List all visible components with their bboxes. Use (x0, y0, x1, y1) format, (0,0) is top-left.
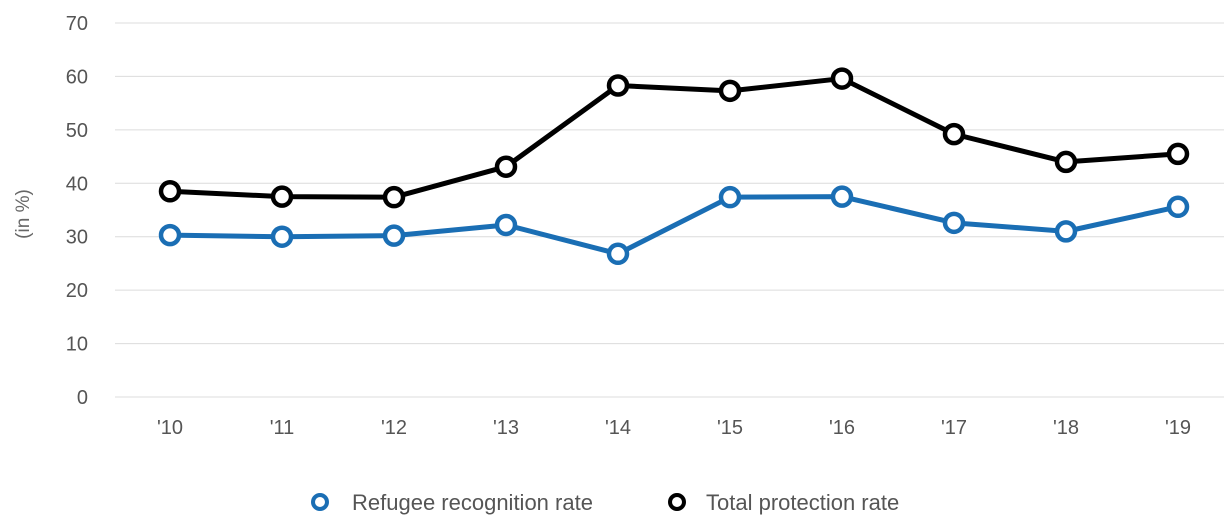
series-line-refugee-recognition-rate (167, 194, 1181, 257)
data-point (942, 211, 966, 235)
y-axis-ticks: 0 10 20 30 40 50 60 70 (66, 13, 88, 409)
data-point (494, 155, 518, 178)
data-point (718, 185, 742, 209)
legend-item-total-protection-rate: Total protection rate (668, 490, 899, 515)
legend-label-refugee-recognition-rate: Refugee recognition rate (352, 490, 593, 515)
x-tick-label: '19 (1165, 417, 1191, 439)
legend-marker-refugee-recognition-rate (311, 493, 329, 511)
data-point (830, 67, 854, 90)
y-tick-label: 40 (66, 173, 88, 195)
x-tick-label: '13 (493, 417, 519, 439)
data-point (494, 213, 518, 237)
data-point (1166, 195, 1190, 219)
y-tick-label: 50 (66, 120, 88, 142)
y-tick-label: 60 (66, 66, 88, 88)
data-point (606, 74, 630, 97)
series-line-total-protection-rate (167, 76, 1181, 200)
x-tick-label: '10 (157, 417, 183, 439)
x-tick-label: '11 (270, 417, 295, 439)
y-tick-label: 30 (66, 227, 88, 249)
data-point (382, 185, 406, 209)
y-tick-label: 20 (66, 280, 88, 302)
legend: Refugee recognition rate Total protectio… (311, 490, 899, 515)
y-tick-label: 0 (77, 387, 88, 409)
x-axis-ticks: '10 '11 '12 '13 '14 '15 '16 '17 '18 '19 (157, 417, 1191, 439)
data-point (382, 224, 406, 247)
gridlines (115, 22, 1224, 398)
x-tick-label: '12 (381, 417, 407, 439)
y-tick-label: 70 (66, 13, 88, 35)
legend-marker-total-protection-rate (668, 493, 686, 511)
data-point (942, 122, 966, 146)
data-point (270, 185, 294, 208)
data-point (1054, 220, 1078, 243)
y-axis-label: (in %) (13, 189, 34, 239)
x-tick-label: '17 (941, 417, 967, 439)
data-point (270, 225, 294, 248)
legend-item-refugee-recognition-rate: Refugee recognition rate (311, 490, 593, 515)
y-tick-label: 10 (66, 334, 88, 356)
data-point (1166, 142, 1190, 166)
series-total-protection-rate (158, 67, 1190, 209)
data-point (718, 79, 742, 103)
data-point (830, 185, 854, 208)
legend-label-total-protection-rate: Total protection rate (706, 490, 899, 515)
x-tick-label: '18 (1053, 417, 1079, 439)
series-refugee-recognition-rate (158, 185, 1190, 266)
x-tick-label: '14 (605, 417, 631, 439)
series (158, 67, 1190, 266)
x-tick-label: '16 (829, 417, 855, 439)
data-point (158, 223, 182, 247)
data-point (158, 180, 182, 203)
data-point (606, 242, 630, 266)
data-point (1054, 150, 1078, 174)
x-tick-label: '15 (717, 417, 743, 439)
